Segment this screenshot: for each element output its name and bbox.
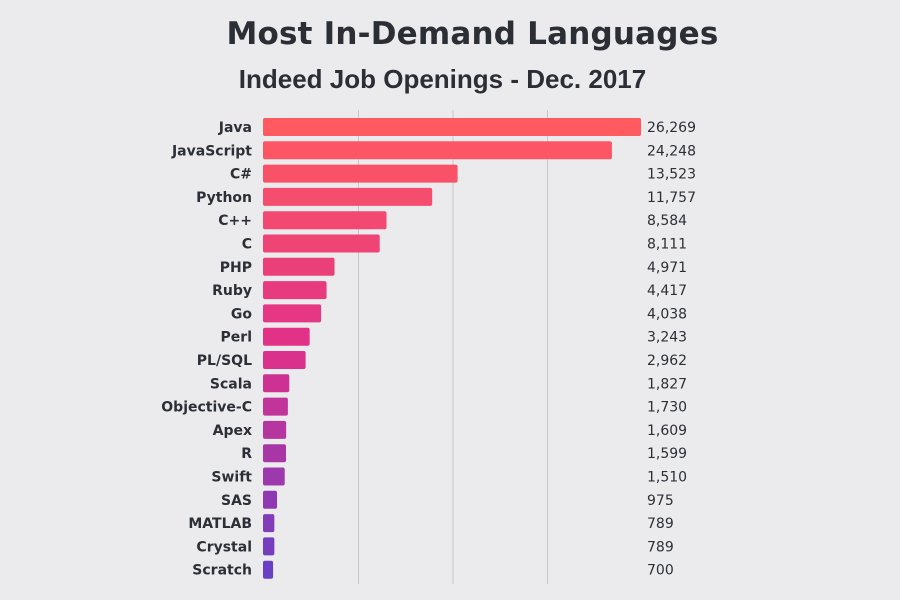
bar-go	[263, 304, 322, 323]
bar-perl	[263, 327, 310, 346]
value-label-c: 13,523	[647, 167, 696, 183]
value-label-apex: 1,609	[647, 423, 687, 439]
value-label-java: 26,269	[647, 120, 696, 136]
value-label-swift: 1,510	[647, 470, 687, 486]
value-label-scratch: 700	[647, 563, 674, 579]
bars	[263, 118, 641, 579]
bar-c	[263, 211, 387, 230]
bar-apex	[263, 420, 287, 439]
value-label-matlab: 789	[647, 516, 674, 532]
category-label-java: Java	[218, 120, 252, 136]
value-label-c: 8,584	[647, 213, 687, 229]
bar-swift	[263, 467, 285, 486]
value-label-sas: 975	[647, 493, 674, 509]
category-label-scratch: Scratch	[192, 563, 252, 579]
category-label-apex: Apex	[213, 423, 252, 439]
bar-c	[263, 234, 380, 253]
category-label-c: C	[242, 237, 252, 253]
value-label-pl-sql: 2,962	[647, 353, 687, 369]
category-label-objective-c: Objective-C	[161, 400, 252, 416]
category-labels: Java JavaScript C# Python C++ C PHP Ruby Go Perl P…	[161, 120, 252, 579]
category-label-python: Python	[196, 190, 252, 206]
bar-matlab	[263, 514, 275, 533]
value-label-objective-c: 1,730	[647, 400, 687, 416]
category-label-r: R	[241, 446, 252, 462]
bar-javascript	[263, 141, 612, 160]
bar-pl-sql	[263, 351, 306, 369]
category-label-scala: Scala	[210, 376, 252, 392]
bar-python	[263, 187, 433, 206]
bar-r	[263, 444, 287, 463]
category-label-go: Go	[231, 306, 252, 322]
value-label-javascript: 24,248	[647, 143, 696, 159]
category-label-sas: SAS	[221, 493, 252, 509]
chart-title: Most In-Demand Languages	[226, 16, 719, 52]
value-label-crystal: 789	[647, 539, 674, 555]
value-label-python: 11,757	[647, 190, 696, 206]
bar-crystal	[263, 537, 275, 556]
category-label-pl-sql: PL/SQL	[197, 353, 252, 369]
category-label-perl: Perl	[221, 330, 252, 346]
bar-ruby	[263, 281, 327, 300]
bar-scala	[263, 374, 290, 393]
bar-java	[263, 118, 641, 136]
category-label-ruby: Ruby	[212, 283, 252, 299]
value-label-go: 4,038	[647, 306, 687, 322]
category-label-c: C#	[230, 167, 252, 183]
value-label-r: 1,599	[647, 446, 687, 462]
bar-c	[263, 164, 458, 183]
bar-sas	[263, 490, 278, 509]
category-label-crystal: Crystal	[196, 539, 252, 555]
category-label-matlab: MATLAB	[188, 516, 252, 532]
category-label-javascript: JavaScript	[171, 143, 252, 159]
value-labels: 26,269 24,248 13,523 11,757 8,584 8,111 4,971 4…	[647, 120, 696, 579]
category-label-swift: Swift	[211, 470, 252, 486]
category-label-c: C++	[218, 213, 252, 229]
bar-objective-c	[263, 397, 288, 416]
category-label-php: PHP	[220, 260, 252, 276]
value-label-perl: 3,243	[647, 330, 687, 346]
value-label-scala: 1,827	[647, 376, 687, 392]
bar-scratch	[263, 560, 274, 579]
chart-subtitle: Indeed Job Openings - Dec. 2017	[238, 64, 647, 94]
value-label-c: 8,111	[647, 237, 687, 253]
bar-php	[263, 257, 335, 276]
value-label-ruby: 4,417	[647, 283, 687, 299]
value-label-php: 4,971	[647, 260, 687, 276]
